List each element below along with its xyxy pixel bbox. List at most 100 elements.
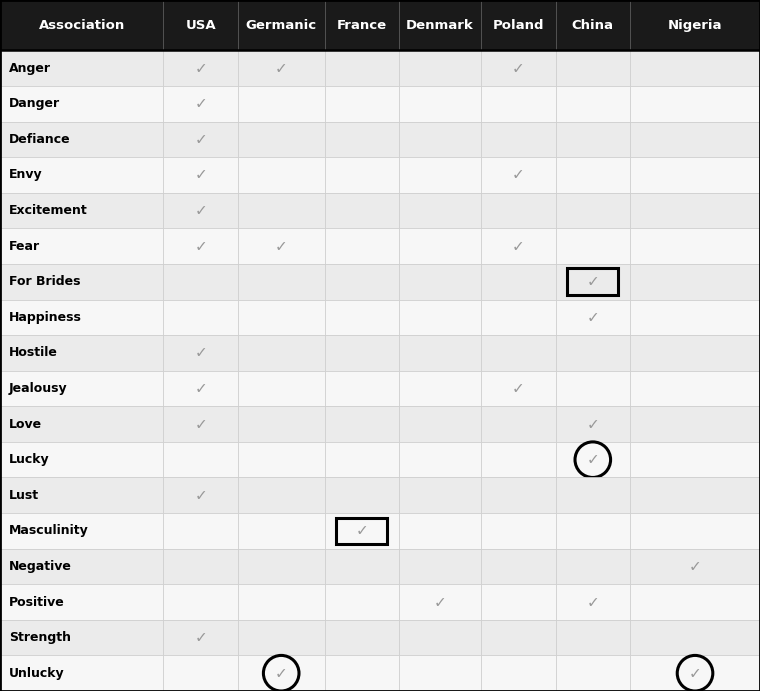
Bar xyxy=(630,264,760,300)
Bar xyxy=(163,477,238,513)
Bar xyxy=(238,122,325,158)
Bar xyxy=(399,370,481,406)
Bar xyxy=(163,228,238,264)
Text: Association: Association xyxy=(39,19,125,32)
Text: ✓: ✓ xyxy=(689,665,701,681)
Bar xyxy=(238,335,325,370)
Bar xyxy=(0,0,163,50)
Bar xyxy=(399,585,481,620)
Bar xyxy=(481,477,556,513)
Text: For Brides: For Brides xyxy=(9,275,81,288)
Text: Unlucky: Unlucky xyxy=(9,667,65,680)
Bar xyxy=(325,620,399,655)
Bar xyxy=(238,620,325,655)
Bar xyxy=(399,193,481,228)
Bar xyxy=(163,620,238,655)
Bar xyxy=(238,655,325,691)
Text: ✓: ✓ xyxy=(434,594,446,609)
Bar xyxy=(630,158,760,193)
Text: Lust: Lust xyxy=(9,489,40,502)
Bar xyxy=(481,50,556,86)
Bar xyxy=(630,335,760,370)
Bar xyxy=(399,0,481,50)
Bar xyxy=(325,300,399,335)
Text: ✓: ✓ xyxy=(195,96,207,111)
Bar xyxy=(630,477,760,513)
Text: Poland: Poland xyxy=(492,19,544,32)
Text: China: China xyxy=(572,19,614,32)
Bar xyxy=(163,655,238,691)
Text: ✓: ✓ xyxy=(587,274,599,290)
Bar xyxy=(0,477,163,513)
Bar xyxy=(556,158,630,193)
Bar xyxy=(238,370,325,406)
Bar xyxy=(0,50,163,86)
Bar xyxy=(399,620,481,655)
Bar xyxy=(325,228,399,264)
Bar xyxy=(481,585,556,620)
Bar xyxy=(163,406,238,442)
Bar xyxy=(325,585,399,620)
Bar xyxy=(325,406,399,442)
Bar xyxy=(481,193,556,228)
Bar xyxy=(556,477,630,513)
Bar xyxy=(630,620,760,655)
Bar xyxy=(0,228,163,264)
Bar xyxy=(325,442,399,477)
Bar xyxy=(0,442,163,477)
Bar xyxy=(556,0,630,50)
Bar xyxy=(238,585,325,620)
Bar xyxy=(238,228,325,264)
Text: Positive: Positive xyxy=(9,596,65,609)
Bar xyxy=(325,513,399,549)
Bar xyxy=(325,86,399,122)
Text: ✓: ✓ xyxy=(195,203,207,218)
Bar xyxy=(0,122,163,158)
Bar xyxy=(163,193,238,228)
Text: Germanic: Germanic xyxy=(245,19,317,32)
Bar xyxy=(630,406,760,442)
Text: Strength: Strength xyxy=(9,631,71,644)
Bar xyxy=(238,0,325,50)
Text: ✓: ✓ xyxy=(512,381,524,396)
Text: ✓: ✓ xyxy=(512,167,524,182)
Bar xyxy=(399,50,481,86)
Bar xyxy=(556,335,630,370)
Bar xyxy=(481,370,556,406)
Bar xyxy=(556,513,630,549)
Text: ✓: ✓ xyxy=(689,559,701,574)
Text: Hostile: Hostile xyxy=(9,346,58,359)
Bar xyxy=(0,335,163,370)
Bar xyxy=(481,264,556,300)
Text: Danger: Danger xyxy=(9,97,60,111)
Bar xyxy=(399,549,481,585)
Bar xyxy=(481,0,556,50)
Bar xyxy=(556,655,630,691)
Bar xyxy=(556,442,630,477)
Text: Negative: Negative xyxy=(9,560,72,573)
Bar xyxy=(630,193,760,228)
Text: ✓: ✓ xyxy=(195,238,207,254)
Bar xyxy=(399,442,481,477)
Text: Defiance: Defiance xyxy=(9,133,71,146)
Bar xyxy=(163,158,238,193)
Text: ✓: ✓ xyxy=(356,523,368,538)
Bar xyxy=(238,406,325,442)
Bar xyxy=(556,620,630,655)
Bar xyxy=(163,300,238,335)
Bar xyxy=(163,264,238,300)
Bar xyxy=(556,370,630,406)
Bar xyxy=(556,122,630,158)
Bar xyxy=(0,370,163,406)
Bar xyxy=(0,86,163,122)
Text: Excitement: Excitement xyxy=(9,204,88,217)
Bar xyxy=(337,518,387,545)
Bar xyxy=(399,264,481,300)
Bar xyxy=(163,513,238,549)
Bar xyxy=(481,442,556,477)
Bar xyxy=(238,442,325,477)
Text: Lucky: Lucky xyxy=(9,453,49,466)
Bar xyxy=(630,585,760,620)
Bar xyxy=(0,549,163,585)
Bar xyxy=(630,442,760,477)
